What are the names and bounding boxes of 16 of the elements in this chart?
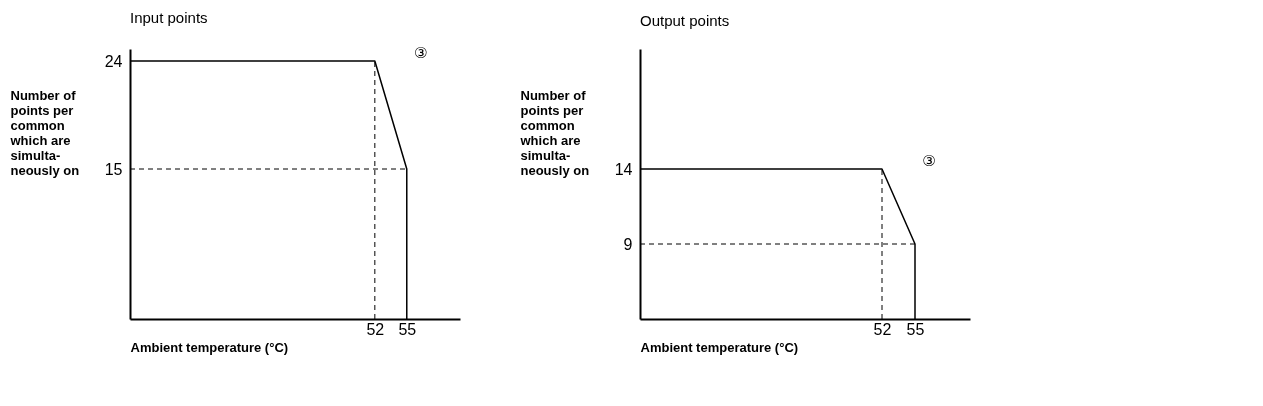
x-axis-title: Ambient temperature (°C) — [640, 339, 799, 355]
y-tick-label: 24 — [104, 52, 123, 70]
y-tick-label: 9 — [623, 235, 633, 253]
x-tick-label: 52 — [366, 320, 385, 338]
chart-title: Output points — [640, 12, 730, 29]
x-tick-label: 52 — [873, 320, 892, 338]
x-tick-label: 55 — [398, 320, 417, 338]
y-axis-title: Number of points per common which are simulta- neously on — [519, 87, 590, 178]
annotation: ③ — [414, 44, 428, 62]
y-axis-title: Number of points per common which are simulta- neously on — [9, 87, 80, 178]
chart-title: Input points — [130, 9, 208, 26]
annotation: ③ — [922, 152, 936, 170]
x-tick-label: 55 — [906, 320, 925, 338]
y-tick-label: 14 — [614, 160, 633, 178]
x-axis-title: Ambient temperature (°C) — [130, 339, 289, 355]
y-tick-label: 15 — [104, 160, 123, 178]
